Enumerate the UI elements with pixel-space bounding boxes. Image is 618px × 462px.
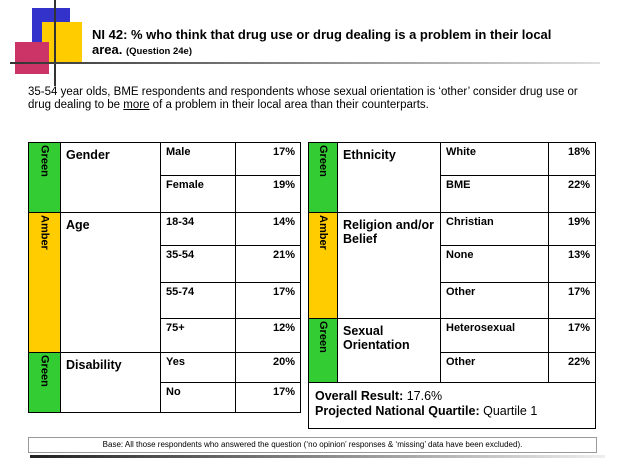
row: Amber Religion and/or Belief Christian 19% [308, 212, 596, 319]
deco-bottom-line [30, 455, 605, 458]
rating-cell: Amber [308, 212, 338, 319]
group-label: Heterosexual [440, 318, 549, 353]
percentage: 13% [548, 245, 596, 283]
row: BME 22% [309, 175, 596, 213]
category-label: Religion and/or Belief [337, 212, 441, 319]
overall-value: 17.6% [406, 389, 443, 403]
percentage: 14% [235, 212, 301, 246]
row: Green Sexual Orientation Heterosexual 17% [308, 318, 596, 383]
percentage: 17% [235, 382, 301, 413]
rating: Green [317, 321, 329, 353]
base-note: Base: All those respondents who answered… [102, 440, 523, 449]
rating: Green [38, 145, 51, 177]
row: Other 17% [309, 282, 596, 319]
rating: Green [317, 145, 329, 177]
rating-cell: Green [28, 352, 61, 413]
category-label: Gender [60, 142, 161, 213]
title: NI 42: % who think that drug use or drug… [92, 27, 582, 59]
intro: 35-54 year olds, BME respondents and res… [28, 86, 593, 112]
group-label: Yes [160, 352, 236, 383]
percentage: 17% [235, 282, 301, 319]
group-label: White [440, 142, 549, 176]
row: 55-74 17% [29, 282, 301, 319]
group-label: No [160, 382, 236, 413]
overall-label: Overall Result: [315, 389, 404, 403]
group-label: Female [160, 175, 236, 213]
group-label: Male [160, 142, 236, 176]
rating: Amber [317, 215, 329, 250]
group-label: Other [440, 282, 549, 319]
title-text: NI 42: % who think that drug use or drug… [92, 27, 552, 57]
rating: Green [38, 355, 51, 387]
category-label: Sexual Orientation [337, 318, 441, 383]
row: Amber Age 18-34 14% [28, 212, 301, 353]
group-label: None [440, 245, 549, 283]
row: No 17% [29, 382, 301, 413]
percentage: 18% [548, 142, 596, 176]
percentage: 20% [235, 352, 301, 383]
deco-hline [10, 62, 600, 64]
intro-text: of a problem in their local area than th… [149, 99, 429, 111]
rating-cell: Green [28, 142, 61, 213]
percentage: 17% [548, 318, 596, 353]
right-table: Green Ethnicity White 18% BME 22% Amber Religio… [308, 142, 596, 429]
rating-cell: Amber [28, 212, 61, 353]
group-label: Christian [440, 212, 549, 246]
group-label: 18-34 [160, 212, 236, 246]
deco-red [15, 42, 49, 74]
row: Green Ethnicity White 18% [308, 142, 596, 213]
base-box: Base: All those respondents who answered… [28, 437, 597, 453]
left-table: Green Gender Male 17% Female 19% Amber Age 18-34… [28, 142, 301, 413]
title-note: (Question 24e) [126, 46, 192, 57]
percentage: 12% [235, 318, 301, 353]
row: Green Gender Male 17% [28, 142, 301, 213]
category-label: Disability [60, 352, 161, 413]
rating-cell: Green [308, 318, 338, 383]
overall-cell: Overall Result: 17.6% Projected National … [308, 382, 596, 429]
percentage: 22% [548, 175, 596, 213]
row: Green Disability Yes 20% [28, 352, 301, 413]
deco-vline [54, 0, 56, 86]
row: 35-54 21% [29, 245, 301, 283]
percentage: 22% [548, 352, 596, 383]
percentage: 19% [235, 175, 301, 213]
percentage: 19% [548, 212, 596, 246]
category-label: Age [60, 212, 161, 353]
group-label: BME [440, 175, 549, 213]
overall-row: Overall Result: 17.6% Projected National … [308, 382, 596, 429]
group-label: 35-54 [160, 245, 236, 283]
percentage: 17% [235, 142, 301, 176]
rating-cell: Green [308, 142, 338, 213]
quartile-value: Quartile 1 [483, 404, 538, 418]
group-label: 55-74 [160, 282, 236, 319]
rating: Amber [38, 215, 51, 250]
quartile-label: Projected National Quartile: [315, 404, 480, 418]
group-label: Other [440, 352, 549, 383]
group-label: 75+ [160, 318, 236, 353]
row: None 13% [309, 245, 596, 283]
intro-text: 35-54 year olds, BME respondents and res… [28, 86, 578, 111]
percentage: 21% [235, 245, 301, 283]
intro-emphasis: more [123, 99, 150, 111]
percentage: 17% [548, 282, 596, 319]
category-label: Ethnicity [337, 142, 441, 213]
